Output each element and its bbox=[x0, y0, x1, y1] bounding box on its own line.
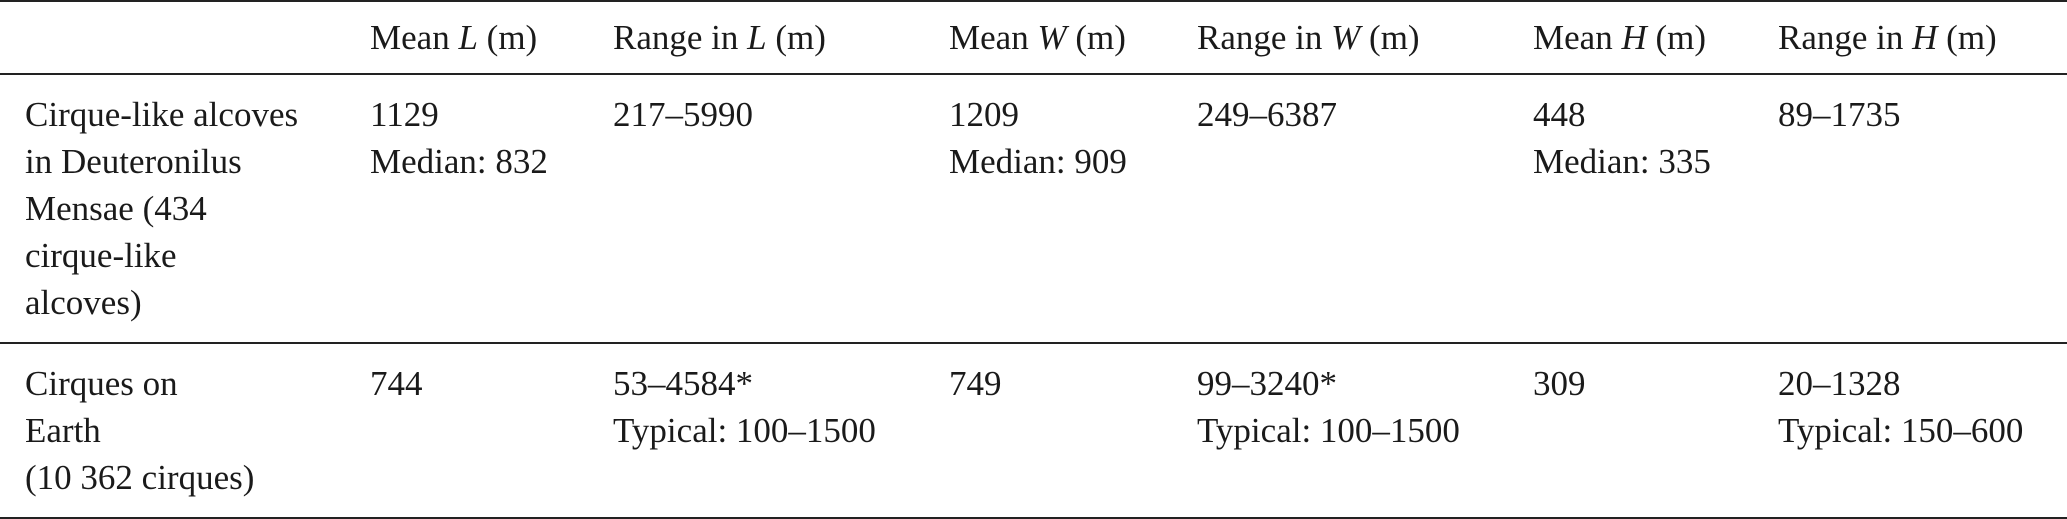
cell-value: 448 bbox=[1533, 95, 1586, 134]
cell-value: 744 bbox=[370, 364, 423, 403]
table-row: Cirques on Earth (10 362 cirques) 744 53… bbox=[0, 343, 2067, 518]
cell-value: 749 bbox=[949, 364, 1002, 403]
cell-typical: Typical: 100–1500 bbox=[613, 411, 876, 450]
header-range-l: Range in L (m) bbox=[613, 18, 826, 57]
cell-value: 249–6387 bbox=[1197, 95, 1337, 134]
cell-range-l: 53–4584* Typical: 100–1500 bbox=[613, 343, 949, 518]
header-mean-l: Mean L (m) bbox=[370, 18, 538, 57]
cell-mean-h: 309 bbox=[1533, 343, 1778, 518]
row-label-line: Mensae (434 bbox=[25, 189, 207, 228]
cell-range-h: 20–1328 Typical: 150–600 bbox=[1778, 343, 2067, 518]
header-mean-w: Mean W (m) bbox=[949, 18, 1126, 57]
cell-value: 20–1328 bbox=[1778, 364, 1901, 403]
header-row: Mean L (m) Range in L (m) Mean W (m) Ran… bbox=[0, 1, 2067, 74]
row-label-line: Earth bbox=[25, 411, 101, 450]
cell-mean-l: 1129 Median: 832 bbox=[370, 74, 613, 343]
table-row: Cirque-like alcoves in Deuteronilus Mens… bbox=[0, 74, 2067, 343]
row-label-line: Cirques on bbox=[25, 364, 178, 403]
header-empty bbox=[0, 1, 370, 74]
header-mean-h: Mean H (m) bbox=[1533, 18, 1707, 57]
cell-mean-l: 744 bbox=[370, 343, 613, 518]
row-label-line: alcoves) bbox=[25, 283, 142, 322]
cell-range-w: 99–3240* Typical: 100–1500 bbox=[1197, 343, 1533, 518]
row-label-line: cirque-like bbox=[25, 236, 177, 275]
cell-typical: Typical: 150–600 bbox=[1778, 411, 2024, 450]
cell-median: Median: 335 bbox=[1533, 142, 1711, 181]
row-label: Cirque-like alcoves in Deuteronilus Mens… bbox=[0, 74, 370, 343]
cell-mean-w: 1209 Median: 909 bbox=[949, 74, 1197, 343]
row-label-line: (10 362 cirques) bbox=[25, 458, 255, 497]
header-range-w: Range in W (m) bbox=[1197, 18, 1420, 57]
cell-median: Median: 832 bbox=[370, 142, 548, 181]
cell-range-l: 217–5990 bbox=[613, 74, 949, 343]
cell-typical: Typical: 100–1500 bbox=[1197, 411, 1460, 450]
row-label: Cirques on Earth (10 362 cirques) bbox=[0, 343, 370, 518]
cell-value: 1129 bbox=[370, 95, 439, 134]
header-range-h: Range in H (m) bbox=[1778, 18, 1997, 57]
row-label-line: Cirque-like alcoves bbox=[25, 95, 299, 134]
cell-value: 1209 bbox=[949, 95, 1019, 134]
cell-value: 53–4584* bbox=[613, 364, 753, 403]
cell-value: 217–5990 bbox=[613, 95, 753, 134]
row-label-line: in Deuteronilus bbox=[25, 142, 242, 181]
cell-range-w: 249–6387 bbox=[1197, 74, 1533, 343]
cell-value: 99–3240* bbox=[1197, 364, 1337, 403]
cell-mean-h: 448 Median: 335 bbox=[1533, 74, 1778, 343]
cell-mean-w: 749 bbox=[949, 343, 1197, 518]
cell-value: 309 bbox=[1533, 364, 1586, 403]
cell-range-h: 89–1735 bbox=[1778, 74, 2067, 343]
cell-value: 89–1735 bbox=[1778, 95, 1901, 134]
cell-median: Median: 909 bbox=[949, 142, 1127, 181]
